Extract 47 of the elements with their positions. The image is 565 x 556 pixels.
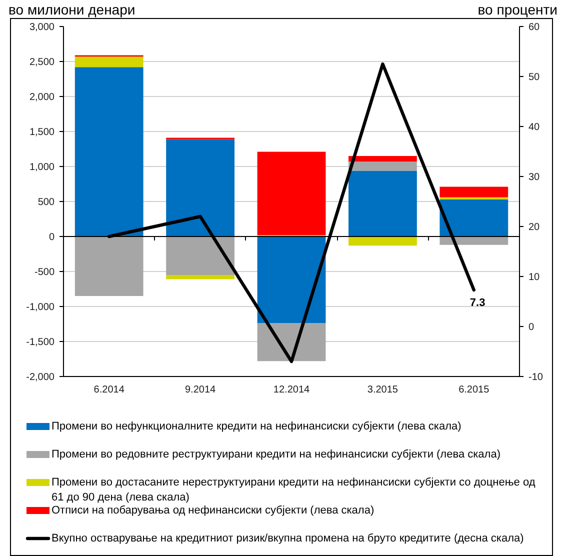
bar bbox=[257, 236, 326, 324]
bar bbox=[348, 156, 417, 162]
y2-axis-title: во проценти bbox=[478, 2, 558, 18]
legend-label: Промени во редовните реструктуирани кредити на нефинансиски субјекти (лева скала) bbox=[52, 448, 500, 460]
y2-tick-label: 30 bbox=[528, 172, 540, 183]
y-tick-label: 2,000 bbox=[29, 92, 55, 103]
x-tick-label: 9.2014 bbox=[185, 384, 216, 396]
bar bbox=[440, 186, 508, 198]
y2-tick-label: -10 bbox=[528, 372, 544, 383]
bar bbox=[348, 236, 417, 246]
data-label: 7.3 bbox=[470, 297, 486, 309]
bar bbox=[74, 67, 144, 236]
bar bbox=[348, 170, 417, 236]
bar bbox=[440, 199, 508, 236]
legend-label: Промени во достасаните нереструктуирани кредити на нефинансиски субјекти со доцнење од 61 до 90 дена (лева скала) bbox=[52, 476, 536, 504]
legend-label: Промени во нефункционалните кредити на нефинансиски субјекти (лева скала) bbox=[52, 420, 462, 432]
y-tick-label: -1,000 bbox=[26, 302, 55, 313]
legend-label: Отписи на побарувања од нефинансиски субјекти (лева скала) bbox=[52, 504, 374, 516]
legend-label: Вкупно остварување на кредитниот ризик/вкупна промена на бруто кредитите (десна скала) bbox=[52, 532, 524, 544]
y2-tick-label: 0 bbox=[528, 322, 534, 333]
y2-tick-label: 40 bbox=[528, 122, 540, 133]
y2-tick-label: 60 bbox=[528, 22, 540, 33]
bar bbox=[166, 139, 234, 236]
bar bbox=[166, 275, 234, 280]
y2-tick-label: 50 bbox=[528, 72, 540, 83]
bar bbox=[257, 152, 326, 236]
y2-tick-label: 10 bbox=[528, 272, 540, 283]
y-tick-label: 500 bbox=[38, 197, 55, 208]
bar bbox=[166, 236, 234, 275]
y2-tick-label: 20 bbox=[528, 222, 540, 233]
y-tick-label: -2,000 bbox=[26, 372, 55, 383]
bar bbox=[74, 56, 144, 68]
y-tick-label: 1,000 bbox=[29, 162, 55, 173]
bar bbox=[74, 236, 144, 296]
y-tick-label: -500 bbox=[34, 267, 55, 278]
x-tick-label: 12.2014 bbox=[273, 384, 310, 396]
x-tick-label: 6.2014 bbox=[94, 384, 125, 396]
y-tick-label: -1,500 bbox=[26, 337, 55, 348]
y-tick-label: 1,500 bbox=[29, 127, 55, 138]
x-tick-label: 6.2015 bbox=[458, 384, 490, 396]
bar bbox=[440, 236, 508, 245]
y-tick-label: 0 bbox=[48, 232, 55, 243]
y-tick-label: 3,000 bbox=[29, 22, 55, 33]
x-tick-label: 3.2015 bbox=[367, 384, 398, 396]
y-tick-label: 2,500 bbox=[29, 57, 55, 68]
bar bbox=[348, 162, 417, 171]
y-axis-title: во милиони денари bbox=[8, 2, 136, 18]
